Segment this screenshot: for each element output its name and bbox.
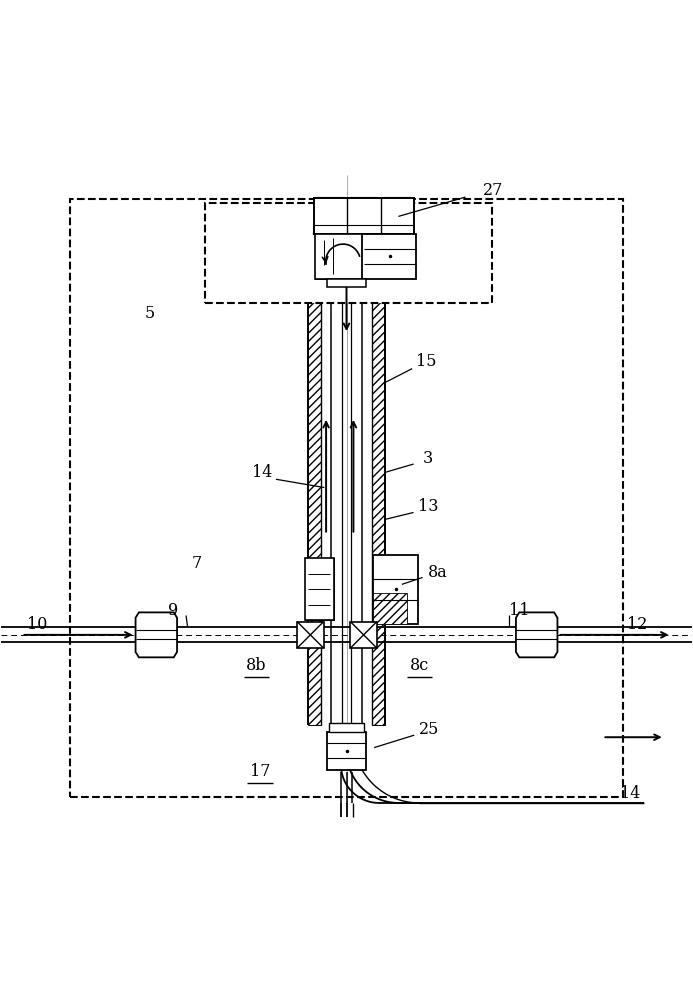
- Bar: [374, 555, 419, 624]
- Text: 8c: 8c: [410, 657, 429, 674]
- Text: 14: 14: [620, 785, 640, 802]
- Text: 8b: 8b: [246, 657, 267, 674]
- Bar: [329, 723, 364, 732]
- Text: 5: 5: [144, 305, 155, 322]
- Bar: [305, 558, 334, 620]
- Bar: [315, 234, 362, 279]
- Text: 10: 10: [27, 616, 48, 633]
- Bar: [315, 234, 364, 279]
- Bar: [374, 593, 407, 624]
- Polygon shape: [314, 198, 347, 234]
- Bar: [372, 236, 385, 725]
- Bar: [351, 622, 377, 648]
- Bar: [328, 732, 365, 770]
- Text: 13: 13: [418, 498, 439, 515]
- Bar: [308, 236, 321, 725]
- Text: 15: 15: [416, 353, 437, 370]
- Text: 7: 7: [191, 555, 202, 572]
- Bar: [70, 199, 623, 797]
- Text: 27: 27: [483, 182, 503, 199]
- Bar: [328, 279, 365, 287]
- Bar: [305, 558, 334, 620]
- Text: 9: 9: [168, 602, 179, 619]
- Text: 8a: 8a: [428, 564, 448, 581]
- Text: 12: 12: [626, 616, 647, 633]
- Polygon shape: [136, 612, 177, 657]
- Polygon shape: [347, 198, 380, 234]
- Bar: [362, 234, 416, 279]
- Text: 3: 3: [423, 450, 433, 467]
- Bar: [297, 622, 324, 648]
- Polygon shape: [516, 612, 557, 657]
- Text: 25: 25: [419, 721, 439, 738]
- Polygon shape: [380, 198, 414, 234]
- Bar: [314, 198, 414, 234]
- Text: 14: 14: [252, 464, 272, 481]
- Bar: [204, 203, 492, 303]
- Text: 11: 11: [509, 602, 529, 619]
- Text: 17: 17: [249, 763, 270, 780]
